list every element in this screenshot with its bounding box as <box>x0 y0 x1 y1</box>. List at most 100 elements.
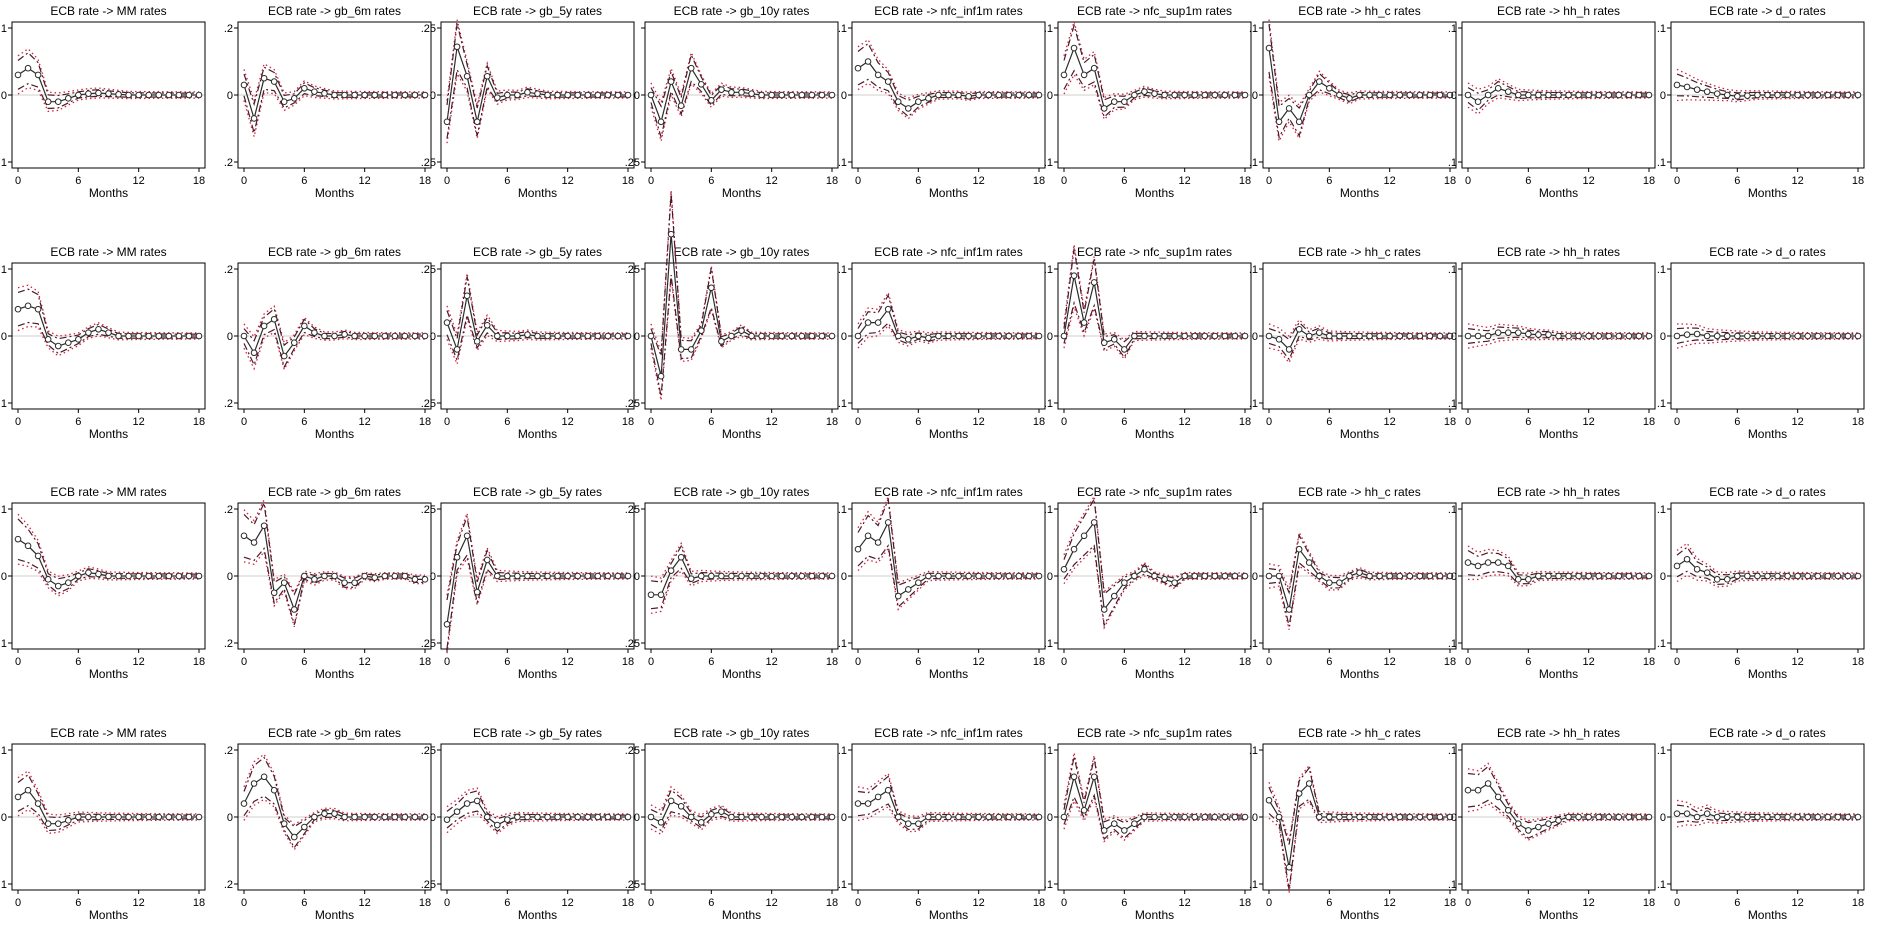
y-tick-label: .1 <box>838 879 847 891</box>
x-tick-label: 0 <box>648 656 654 668</box>
x-tick-label: 6 <box>504 175 510 187</box>
y-tick-label: .1 <box>1044 398 1053 410</box>
irf-point <box>1545 820 1552 828</box>
irf-point <box>504 816 511 823</box>
irf-point <box>401 332 409 340</box>
irf-point <box>1131 332 1138 340</box>
irf-point <box>1595 572 1603 580</box>
irf-point <box>371 91 379 99</box>
irf-point <box>1110 592 1118 600</box>
x-tick-label: 0 <box>1465 416 1471 428</box>
x-tick-label: 0 <box>1266 656 1272 668</box>
irf-point <box>1605 813 1613 821</box>
x-tick-label: 18 <box>193 656 205 668</box>
irf-point <box>24 786 32 794</box>
irf-point <box>1025 572 1033 580</box>
irf-point <box>290 606 298 613</box>
irf-point <box>351 579 358 587</box>
irf-point <box>54 98 62 105</box>
irf-point <box>155 332 163 340</box>
irf-point <box>135 813 142 821</box>
irf-point <box>808 572 816 580</box>
y-tick-label: .1 <box>838 23 847 35</box>
irf-point <box>1356 91 1363 99</box>
irf-point <box>175 572 183 580</box>
x-tick-label: 12 <box>562 656 574 668</box>
irf-point <box>1545 331 1552 338</box>
irf-point <box>1804 813 1812 821</box>
irf-point <box>1703 88 1711 95</box>
x-tick-label: 12 <box>359 897 371 909</box>
irf-point <box>798 91 806 99</box>
irf-point <box>1494 85 1502 92</box>
y-tick-label: .1 <box>0 745 7 757</box>
irf-point <box>1844 91 1852 99</box>
x-tick-label: 18 <box>826 656 838 668</box>
irf-point <box>1734 332 1741 340</box>
irf-point <box>85 569 92 576</box>
irf-point <box>1386 813 1393 821</box>
irf-point <box>1181 332 1188 340</box>
irf-point <box>1346 332 1353 340</box>
irf-point <box>351 813 358 821</box>
y-tick-label: .1 <box>0 504 7 516</box>
irf-point <box>1464 91 1472 99</box>
y-tick-label: 0 <box>1047 90 1053 102</box>
irf-point <box>788 813 796 821</box>
irf-point <box>1191 332 1199 340</box>
irf-point <box>1241 91 1249 99</box>
irf-point <box>828 91 836 99</box>
irf-point <box>1595 91 1603 99</box>
irf-point <box>1723 332 1731 340</box>
panel-title: ECB rate -> gb_5y rates <box>473 485 602 499</box>
irf-point <box>1514 576 1522 583</box>
panel-title: ECB rate -> nfc_sup1m rates <box>1077 726 1232 740</box>
irf-point <box>1426 91 1434 99</box>
irf-point <box>1504 88 1512 95</box>
band90-upper <box>1063 494 1245 593</box>
irf-point <box>250 115 258 122</box>
x-tick-label: 18 <box>826 416 838 428</box>
irf-point <box>115 572 122 580</box>
irf-point <box>341 331 348 338</box>
x-tick-label: 6 <box>301 897 307 909</box>
irf-point <box>64 339 72 347</box>
irf-point <box>321 572 328 580</box>
y-tick-label: .1 <box>838 504 847 516</box>
irf-point <box>175 332 183 340</box>
irf-point <box>311 329 318 336</box>
irf-point <box>1734 572 1741 580</box>
y-tick-label: .1 <box>1657 398 1666 410</box>
irf-point <box>411 576 419 583</box>
x-axis-label: Months <box>1135 908 1174 922</box>
panel-title: ECB rate -> d_o rates <box>1709 245 1825 259</box>
x-tick-label: 12 <box>1384 175 1396 187</box>
irf-point <box>768 572 775 580</box>
irf-point <box>483 321 491 329</box>
irf-point <box>280 352 288 360</box>
irf-point <box>544 91 551 99</box>
y-tick-label: 0 <box>430 90 436 102</box>
x-axis-label: Months <box>722 908 761 922</box>
band68-upper <box>1467 80 1649 94</box>
irf-point <box>1565 572 1572 580</box>
x-tick-label: 6 <box>1326 897 1332 909</box>
irf-point <box>1070 44 1078 52</box>
irf-point <box>1005 332 1013 340</box>
irf-point <box>1406 572 1414 580</box>
irf-point <box>667 567 675 574</box>
y-tick-label: .1 <box>1448 398 1457 410</box>
irf-point <box>1683 83 1691 91</box>
irf-point <box>965 813 972 821</box>
irf-point <box>1396 332 1404 340</box>
irf-point <box>828 332 836 340</box>
irf-point <box>1346 572 1353 580</box>
irf-point <box>564 91 571 99</box>
irf-point <box>1121 98 1128 105</box>
irf-point <box>524 813 531 821</box>
irf-point <box>280 820 288 828</box>
x-axis-label: Months <box>1340 186 1379 200</box>
irf-point <box>75 813 82 821</box>
y-tick-label: .1 <box>0 638 7 650</box>
irf-point <box>1201 91 1209 99</box>
